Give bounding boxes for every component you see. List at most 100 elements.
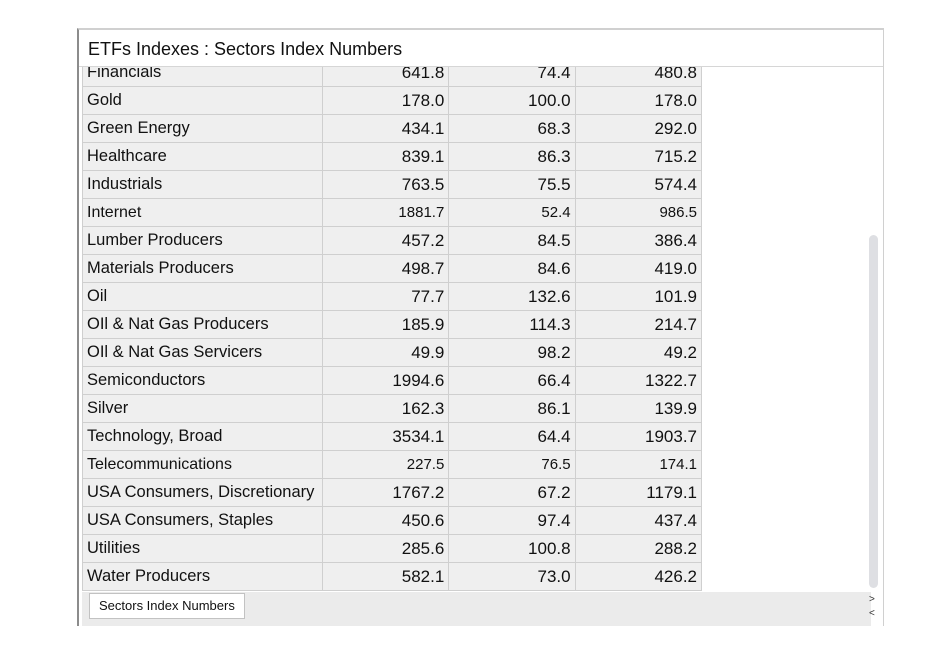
table-row: Semiconductors 1994.6 66.4 1322.7: [82, 366, 702, 395]
value-cell-1[interactable]: 285.6: [321, 534, 450, 563]
value-cell-1[interactable]: 457.2: [321, 226, 450, 255]
value-cell-3[interactable]: 288.2: [574, 534, 702, 563]
sheet-tab-bar: Sectors Index Numbers > <: [82, 592, 875, 626]
prev-sheet-arrow-icon[interactable]: <: [869, 608, 875, 619]
spreadsheet-window: ETFs Indexes : Sectors Index Numbers Fin…: [77, 28, 884, 626]
value-cell-1[interactable]: 49.9: [321, 338, 450, 367]
value-cell-3[interactable]: 214.7: [574, 310, 702, 339]
sector-name-cell[interactable]: Industrials: [82, 170, 323, 199]
value-cell-1[interactable]: 77.7: [321, 282, 450, 311]
sector-name-cell[interactable]: Gold: [82, 86, 323, 115]
value-cell-2[interactable]: 75.5: [448, 170, 576, 199]
sector-name-cell[interactable]: OIl & Nat Gas Servicers: [82, 338, 323, 367]
value-cell-1[interactable]: 1994.6: [321, 366, 450, 395]
value-cell-2[interactable]: 66.4: [448, 366, 576, 395]
value-cell-2[interactable]: 67.2: [448, 478, 576, 507]
value-cell-3[interactable]: 139.9: [574, 394, 702, 423]
table-row: Water Producers 582.1 73.0 426.2: [82, 562, 702, 591]
sector-name-cell[interactable]: Semiconductors: [82, 366, 323, 395]
sector-name-cell[interactable]: Oil: [82, 282, 323, 311]
sector-name-cell[interactable]: Utilities: [82, 534, 323, 563]
table-row: Healthcare 839.1 86.3 715.2: [82, 142, 702, 171]
value-cell-3[interactable]: 419.0: [574, 254, 702, 283]
value-cell-3[interactable]: 986.5: [574, 198, 702, 227]
sector-name-cell[interactable]: USA Consumers, Staples: [82, 506, 323, 535]
sectors-table: Financials 641.8 74.4 480.8 Gold 178.0 100.0 17…: [82, 67, 702, 591]
value-cell-3[interactable]: 292.0: [574, 114, 702, 143]
table-row: Green Energy 434.1 68.3 292.0: [82, 114, 702, 143]
value-cell-3[interactable]: 49.2: [574, 338, 702, 367]
table-row: Silver 162.3 86.1 139.9: [82, 394, 702, 423]
value-cell-3[interactable]: 426.2: [574, 562, 702, 591]
sector-name-cell[interactable]: Technology, Broad: [82, 422, 323, 451]
title-bar: ETFs Indexes : Sectors Index Numbers: [79, 30, 883, 67]
value-cell-1[interactable]: 434.1: [321, 114, 450, 143]
table-row: Oil 77.7 132.6 101.9: [82, 282, 702, 311]
sector-name-cell[interactable]: Materials Producers: [82, 254, 323, 283]
table-row: Internet 1881.7 52.4 986.5: [82, 198, 702, 227]
sector-name-cell[interactable]: Healthcare: [82, 142, 323, 171]
value-cell-3[interactable]: 1322.7: [574, 366, 702, 395]
value-cell-2[interactable]: 64.4: [448, 422, 576, 451]
sector-name-cell[interactable]: USA Consumers, Discretionary: [82, 478, 323, 507]
table-row: USA Consumers, Staples 450.6 97.4 437.4: [82, 506, 702, 535]
value-cell-3[interactable]: 101.9: [574, 282, 702, 311]
table-row: Telecommunications 227.5 76.5 174.1: [82, 450, 702, 479]
sector-name-cell[interactable]: OIl & Nat Gas Producers: [82, 310, 323, 339]
value-cell-2[interactable]: 74.4: [448, 67, 576, 87]
value-cell-2[interactable]: 132.6: [448, 282, 576, 311]
table-row: Technology, Broad 3534.1 64.4 1903.7: [82, 422, 702, 451]
next-sheet-arrow-icon[interactable]: >: [869, 594, 875, 605]
value-cell-2[interactable]: 76.5: [448, 450, 576, 479]
table-row: Materials Producers 498.7 84.6 419.0: [82, 254, 702, 283]
value-cell-1[interactable]: 582.1: [321, 562, 450, 591]
sector-name-cell[interactable]: Telecommunications: [82, 450, 323, 479]
value-cell-2[interactable]: 86.3: [448, 142, 576, 171]
table-row: OIl & Nat Gas Servicers 49.9 98.2 49.2: [82, 338, 702, 367]
value-cell-1[interactable]: 162.3: [321, 394, 450, 423]
sector-name-cell[interactable]: Internet: [82, 198, 323, 227]
data-grid[interactable]: Financials 641.8 74.4 480.8 Gold 178.0 100.0 17…: [82, 67, 702, 592]
value-cell-2[interactable]: 84.6: [448, 254, 576, 283]
value-cell-2[interactable]: 84.5: [448, 226, 576, 255]
value-cell-1[interactable]: 1767.2: [321, 478, 450, 507]
sheet-tab-sectors-index-numbers[interactable]: Sectors Index Numbers: [89, 593, 245, 619]
value-cell-3[interactable]: 1903.7: [574, 422, 702, 451]
value-cell-3[interactable]: 174.1: [574, 450, 702, 479]
value-cell-2[interactable]: 97.4: [448, 506, 576, 535]
sector-name-cell[interactable]: Silver: [82, 394, 323, 423]
vertical-scrollbar[interactable]: [869, 235, 878, 588]
value-cell-3[interactable]: 437.4: [574, 506, 702, 535]
value-cell-2[interactable]: 86.1: [448, 394, 576, 423]
value-cell-1[interactable]: 450.6: [321, 506, 450, 535]
value-cell-1[interactable]: 839.1: [321, 142, 450, 171]
value-cell-2[interactable]: 100.8: [448, 534, 576, 563]
value-cell-1[interactable]: 3534.1: [321, 422, 450, 451]
value-cell-2[interactable]: 114.3: [448, 310, 576, 339]
sector-name-cell[interactable]: Lumber Producers: [82, 226, 323, 255]
value-cell-2[interactable]: 68.3: [448, 114, 576, 143]
value-cell-3[interactable]: 715.2: [574, 142, 702, 171]
value-cell-2[interactable]: 98.2: [448, 338, 576, 367]
value-cell-1[interactable]: 1881.7: [321, 198, 450, 227]
value-cell-3[interactable]: 480.8: [574, 67, 702, 87]
value-cell-1[interactable]: 185.9: [321, 310, 450, 339]
sector-name-cell[interactable]: Green Energy: [82, 114, 323, 143]
value-cell-1[interactable]: 498.7: [321, 254, 450, 283]
table-row: Lumber Producers 457.2 84.5 386.4: [82, 226, 702, 255]
value-cell-1[interactable]: 227.5: [321, 450, 450, 479]
sector-name-cell[interactable]: Financials: [82, 67, 323, 87]
value-cell-2[interactable]: 52.4: [448, 198, 576, 227]
value-cell-3[interactable]: 574.4: [574, 170, 702, 199]
value-cell-1[interactable]: 763.5: [321, 170, 450, 199]
value-cell-1[interactable]: 641.8: [321, 67, 450, 87]
sector-name-cell[interactable]: Water Producers: [82, 562, 323, 591]
value-cell-3[interactable]: 386.4: [574, 226, 702, 255]
table-row: USA Consumers, Discretionary 1767.2 67.2 11…: [82, 478, 702, 507]
value-cell-3[interactable]: 1179.1: [574, 478, 702, 507]
table-row: Industrials 763.5 75.5 574.4: [82, 170, 702, 199]
value-cell-3[interactable]: 178.0: [574, 86, 702, 115]
value-cell-1[interactable]: 178.0: [321, 86, 450, 115]
value-cell-2[interactable]: 100.0: [448, 86, 576, 115]
value-cell-2[interactable]: 73.0: [448, 562, 576, 591]
